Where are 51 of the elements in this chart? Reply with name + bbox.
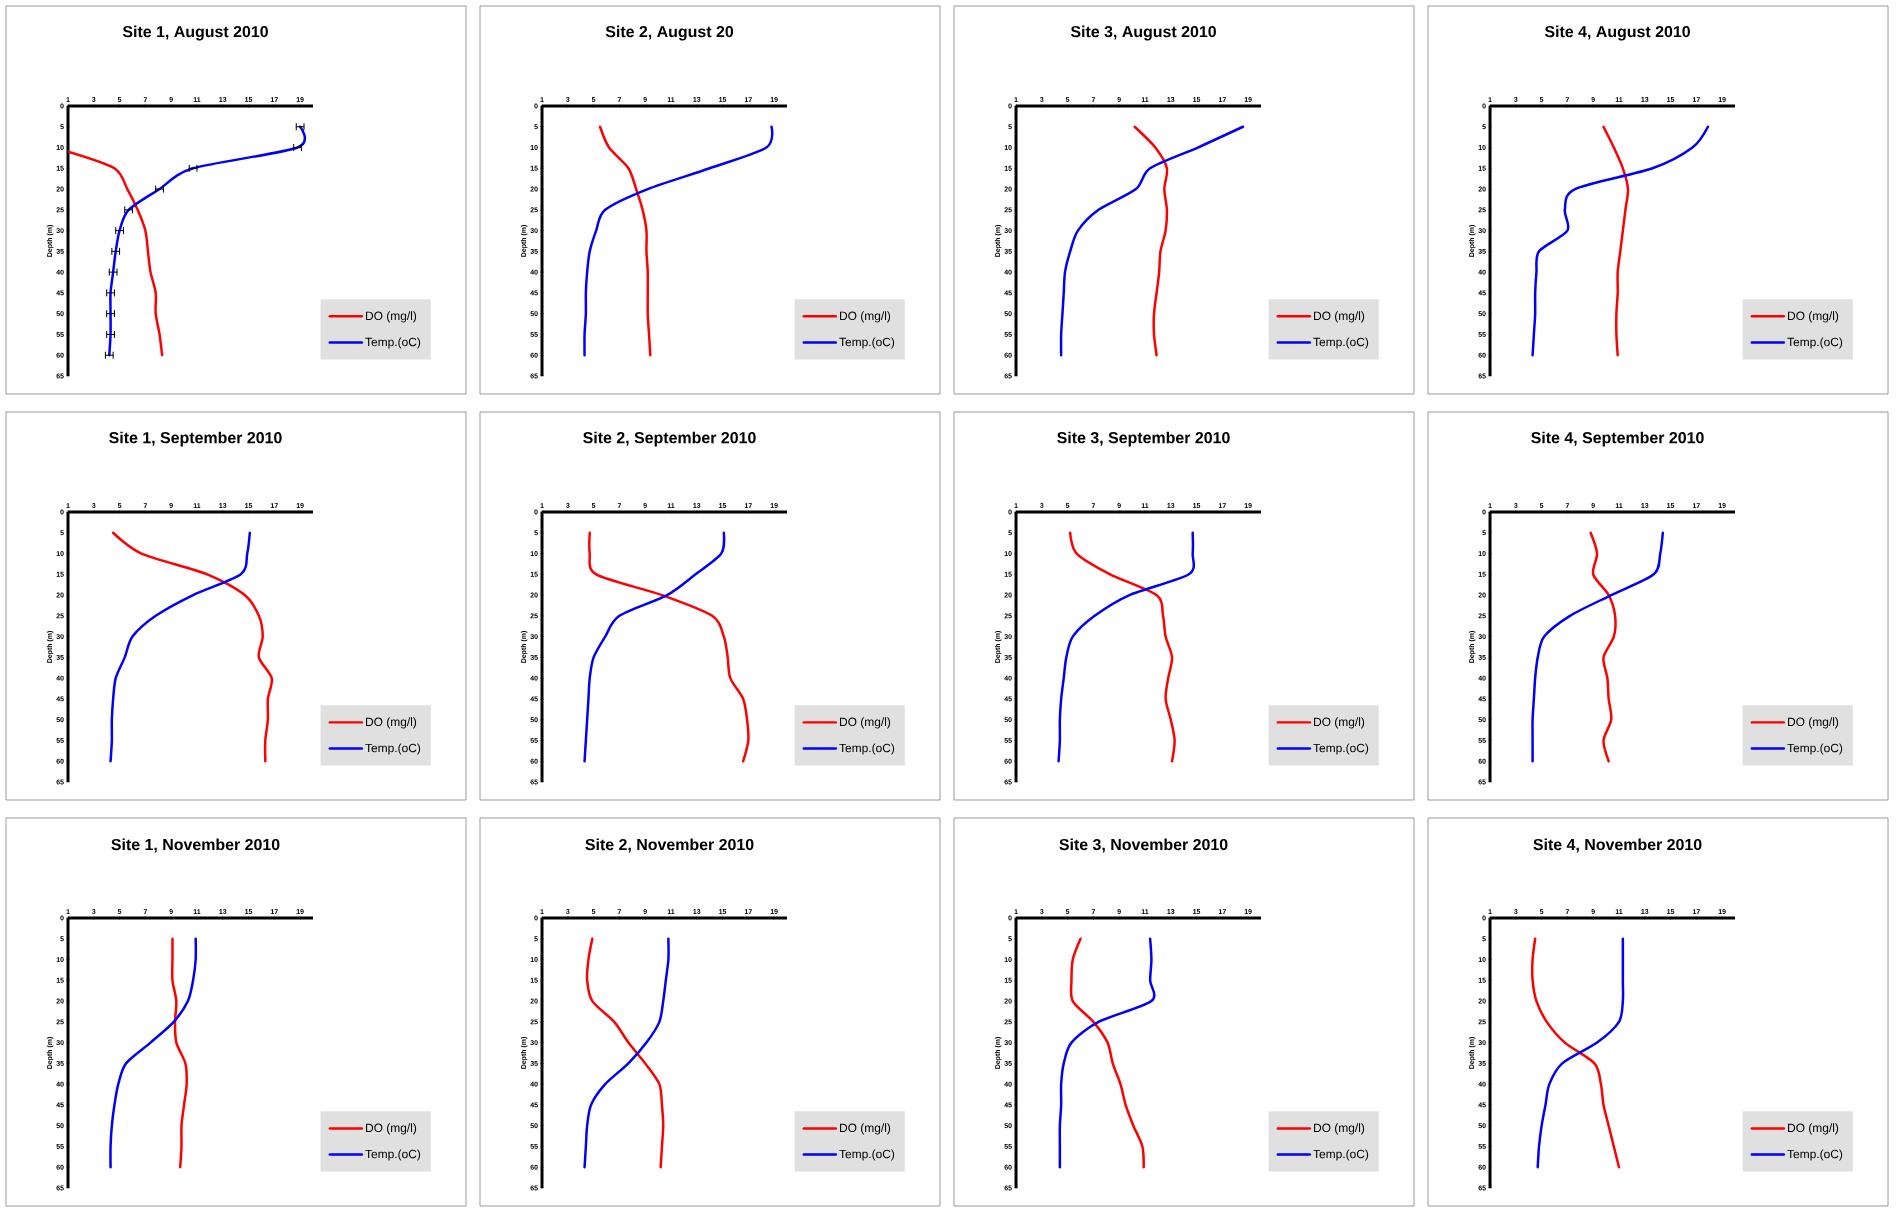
chart-title: Site 4, September 2010: [1531, 431, 1704, 447]
line-series: [598, 125, 652, 357]
chart-title: Site 1, September 2010: [109, 431, 282, 447]
line-series: [583, 531, 726, 763]
chart-title: Site 3, August 2010: [1070, 25, 1216, 41]
line-series: [588, 531, 750, 763]
legend-label: DO (mg/l): [1314, 717, 1365, 729]
chart-title: Site 2, August 20: [605, 25, 734, 41]
chart-title: Site 3, November 2010: [1059, 838, 1228, 853]
line-series: [1531, 531, 1665, 763]
legend-label: Temp.(oC): [365, 337, 421, 349]
legend-label: Temp.(oC): [1787, 337, 1843, 349]
chart-title: Site 2, November 2010: [585, 838, 754, 853]
chart-title: Site 1, November 2010: [111, 838, 280, 853]
line-series: [1059, 125, 1245, 357]
legend-label: DO (mg/l): [1314, 1123, 1365, 1135]
line-series: [170, 937, 188, 1169]
legend-label: DO (mg/l): [840, 1123, 891, 1135]
legend-label: Temp.(oC): [1313, 743, 1369, 755]
chart-title: Site 3, September 2010: [1057, 431, 1230, 447]
legend-label: DO (mg/l): [366, 717, 417, 729]
line-series: [1133, 125, 1169, 357]
legend-label: Temp.(oC): [839, 1149, 895, 1161]
chart-title: Site 4, August 2010: [1544, 25, 1690, 41]
chart-title: Site 2, September 2010: [583, 431, 756, 447]
legend-label: Temp.(oC): [839, 743, 895, 755]
legend-label: DO (mg/l): [366, 1123, 417, 1135]
line-series: [1068, 531, 1176, 763]
line-series: [1069, 937, 1145, 1169]
line-series: [68, 150, 164, 357]
line-series: [109, 937, 198, 1169]
legend-label: DO (mg/l): [840, 311, 891, 323]
chart-title: Site 1, August 2010: [122, 25, 268, 41]
chart-title: Site 4, November 2010: [1533, 838, 1702, 853]
legend-label: Temp.(oC): [365, 1149, 421, 1161]
legend-label: DO (mg/l): [1788, 1123, 1839, 1135]
line-series: [583, 125, 774, 357]
legend-label: Temp.(oC): [839, 337, 895, 349]
legend-label: Temp.(oC): [1787, 743, 1843, 755]
legend-label: DO (mg/l): [1314, 311, 1365, 323]
legend-label: Temp.(oC): [365, 743, 421, 755]
line-series: [1589, 531, 1617, 763]
legend-label: Temp.(oC): [1787, 1149, 1843, 1161]
line-series: [1531, 125, 1710, 357]
line-series: [1602, 125, 1630, 357]
legend-label: DO (mg/l): [366, 311, 417, 323]
legend-label: Temp.(oC): [1313, 337, 1369, 349]
legend-label: Temp.(oC): [1313, 1149, 1369, 1161]
legend-label: DO (mg/l): [840, 717, 891, 729]
legend-label: DO (mg/l): [1788, 717, 1839, 729]
legend-label: DO (mg/l): [1788, 311, 1839, 323]
